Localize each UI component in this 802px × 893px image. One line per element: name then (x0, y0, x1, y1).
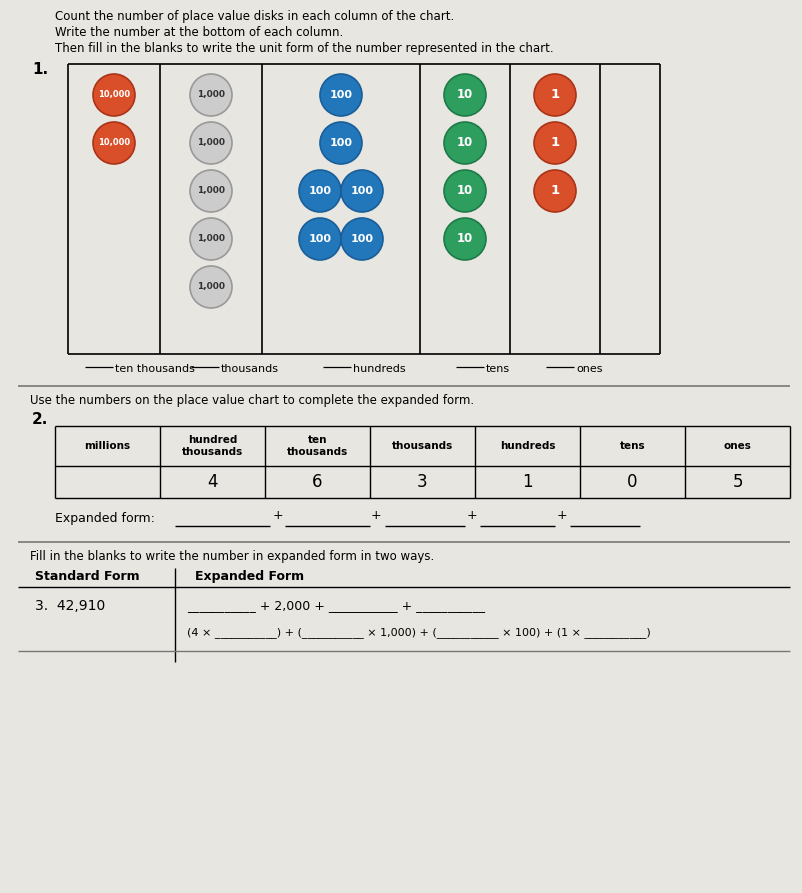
Text: 1: 1 (522, 473, 533, 491)
Text: Fill in the blanks to write the number in expanded form in two ways.: Fill in the blanks to write the number i… (30, 550, 434, 563)
Text: Expanded form:: Expanded form: (55, 512, 155, 525)
Text: Count the number of place value disks in each column of the chart.: Count the number of place value disks in… (55, 10, 454, 23)
Circle shape (444, 218, 486, 260)
Text: ___________ + 2,000 + ___________ + ___________: ___________ + 2,000 + ___________ + ____… (187, 599, 485, 612)
Text: 0: 0 (627, 473, 638, 491)
Circle shape (534, 74, 576, 116)
Text: ten
thousands: ten thousands (287, 435, 348, 457)
Text: 5: 5 (732, 473, 743, 491)
Text: tens: tens (486, 364, 510, 374)
Circle shape (190, 170, 232, 212)
Text: 100: 100 (350, 186, 374, 196)
Text: 10,000: 10,000 (98, 90, 130, 99)
Text: ten thousands: ten thousands (115, 364, 195, 374)
Text: tens: tens (620, 441, 646, 451)
Circle shape (444, 122, 486, 164)
Text: ones: ones (576, 364, 602, 374)
Text: 4: 4 (207, 473, 218, 491)
Text: +: + (273, 509, 283, 522)
Text: Standard Form: Standard Form (35, 570, 140, 583)
Text: +: + (557, 509, 567, 522)
Text: 100: 100 (330, 90, 353, 100)
Text: 10: 10 (457, 185, 473, 197)
Circle shape (444, 74, 486, 116)
Circle shape (534, 170, 576, 212)
Text: millions: millions (84, 441, 131, 451)
Text: hundred
thousands: hundred thousands (182, 435, 243, 457)
Circle shape (190, 266, 232, 308)
Text: 100: 100 (330, 138, 353, 148)
Circle shape (444, 170, 486, 212)
Circle shape (534, 122, 576, 164)
Text: 1: 1 (550, 185, 560, 197)
Text: 100: 100 (309, 186, 331, 196)
Text: 3.  42,910: 3. 42,910 (35, 599, 105, 613)
Circle shape (299, 218, 341, 260)
Circle shape (320, 122, 362, 164)
Text: ones: ones (723, 441, 751, 451)
Text: 1.: 1. (32, 62, 48, 77)
Text: hundreds: hundreds (353, 364, 406, 374)
Text: thousands: thousands (221, 364, 279, 374)
Circle shape (93, 122, 135, 164)
Text: 1,000: 1,000 (197, 138, 225, 147)
Text: Write the number at the bottom of each column.: Write the number at the bottom of each c… (55, 26, 343, 39)
Text: 2.: 2. (32, 412, 48, 427)
Text: 100: 100 (350, 234, 374, 244)
Circle shape (190, 74, 232, 116)
Text: 100: 100 (309, 234, 331, 244)
Text: 6: 6 (312, 473, 322, 491)
Circle shape (190, 122, 232, 164)
Circle shape (299, 170, 341, 212)
Text: 1: 1 (550, 137, 560, 149)
Circle shape (320, 74, 362, 116)
Text: 1: 1 (550, 88, 560, 102)
Text: Use the numbers on the place value chart to complete the expanded form.: Use the numbers on the place value chart… (30, 394, 474, 407)
Text: 1,000: 1,000 (197, 187, 225, 196)
Circle shape (341, 170, 383, 212)
Text: thousands: thousands (392, 441, 453, 451)
Circle shape (190, 218, 232, 260)
Text: 1,000: 1,000 (197, 90, 225, 99)
Text: 3: 3 (417, 473, 427, 491)
Text: +: + (371, 509, 381, 522)
Text: 10: 10 (457, 232, 473, 246)
Circle shape (93, 74, 135, 116)
Text: hundreds: hundreds (500, 441, 555, 451)
Text: 10,000: 10,000 (98, 138, 130, 147)
Text: 10: 10 (457, 137, 473, 149)
Text: 1,000: 1,000 (197, 282, 225, 291)
Text: (4 × ___________) + (___________ × 1,000) + (___________ × 100) + (1 × _________: (4 × ___________) + (___________ × 1,000… (187, 627, 650, 638)
Text: 10: 10 (457, 88, 473, 102)
Circle shape (341, 218, 383, 260)
Text: Expanded Form: Expanded Form (195, 570, 304, 583)
Text: 1,000: 1,000 (197, 235, 225, 244)
Text: +: + (467, 509, 477, 522)
Text: Then fill in the blanks to write the unit form of the number represented in the : Then fill in the blanks to write the uni… (55, 42, 553, 55)
